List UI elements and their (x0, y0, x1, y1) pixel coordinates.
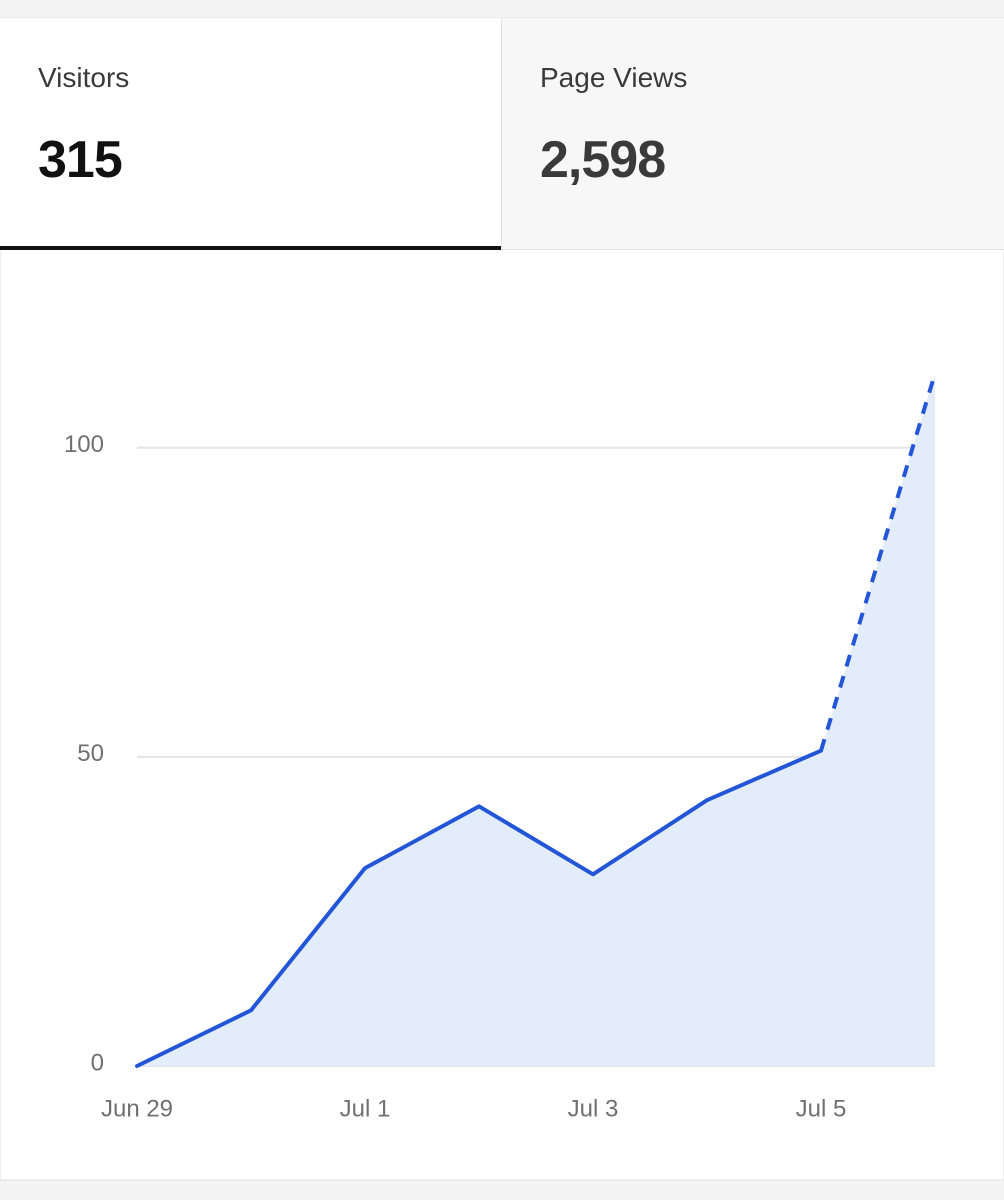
y-tick-label: 50 (77, 740, 104, 767)
tab-value: 2,598 (540, 131, 666, 189)
line (135, 748, 823, 1068)
tab-value: 315 (38, 131, 123, 189)
tab[interactable]: Visitors 315 (0, 18, 501, 250)
tab-label: Page Views (540, 62, 688, 93)
area (137, 373, 935, 1066)
x-tick-label: Jul 3 (568, 1095, 619, 1122)
x-tick-label: Jul 1 (340, 1095, 391, 1122)
x-tick-label: Jun 29 (101, 1095, 173, 1122)
tab-label: Visitors (38, 62, 130, 93)
tab[interactable]: Page Views 2,598 (501, 18, 1004, 250)
y-tick-label: 0 (91, 1049, 104, 1076)
y-tick-label: 100 (64, 431, 104, 458)
x-tick-label: Jul 5 (796, 1095, 847, 1122)
